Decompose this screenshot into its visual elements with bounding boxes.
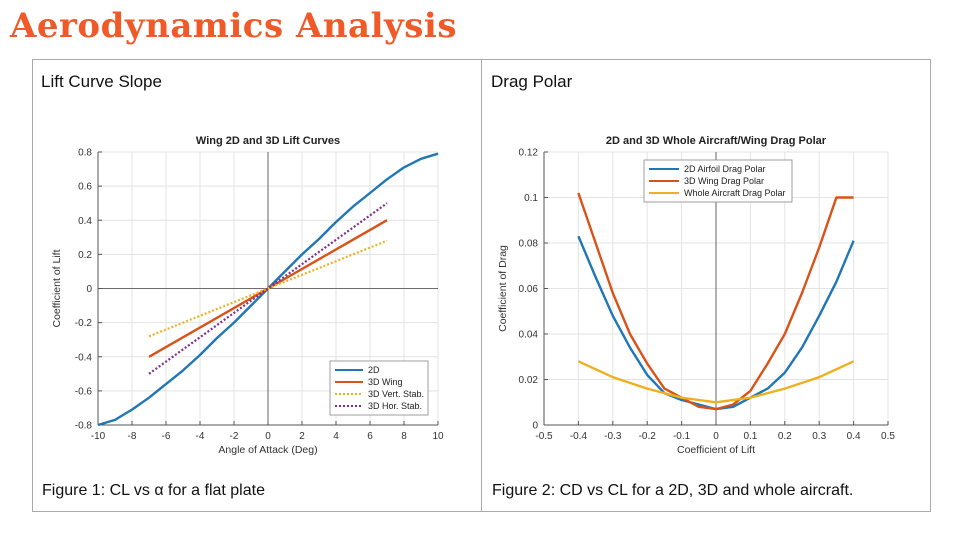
series-line-1	[577, 192, 854, 411]
y-tick-label: 0.2	[78, 250, 92, 261]
series-line-2	[577, 360, 855, 404]
x-tick-label: -2	[230, 431, 239, 442]
legend-label-1: 3D Wing Drag Polar	[684, 176, 764, 186]
panel-divider	[481, 59, 482, 512]
series-line-2	[148, 239, 388, 338]
drag-polar-chart: -0.5 -0.4 -0.3 -0.2 -0.1 0 0.1 0.2 0.3 0.4 0.5 0 0.0…	[497, 135, 895, 456]
lift-curve-heading: Lift Curve Slope	[41, 72, 162, 91]
legend-label-0: 2D	[368, 365, 380, 375]
x-axis-label: Coefficient of Lift	[677, 444, 755, 456]
y-tick-label: -0.6	[75, 386, 93, 397]
lift-curve-chart: -10 -8 -6 -4 -2 0 2 4 6 8 10 -0.8 -0.6 -0.4 -0.2 0 0.2 0.…	[51, 135, 444, 456]
y-tick-label: 0.04	[519, 330, 539, 341]
x-axis-label: Angle of Attack (Deg)	[218, 444, 317, 456]
x-tick-label: -0.3	[604, 431, 622, 442]
x-tick-label: 0	[713, 431, 719, 442]
y-axis-label: Coefficient of Drag	[497, 245, 509, 332]
x-tick-label: -0.5	[535, 431, 553, 442]
y-tick-label: 0.08	[519, 239, 539, 250]
y-tick-label: 0.06	[519, 284, 539, 295]
y-tick-label: 0	[532, 421, 538, 432]
y-tick-label: 0.6	[78, 182, 92, 193]
legend-label-1: 3D Wing	[368, 377, 403, 387]
x-tick-label: -0.4	[570, 431, 588, 442]
y-tick-label: 0.02	[519, 375, 539, 386]
y-tick-label: 0.12	[519, 148, 539, 159]
x-tick-label: -0.1	[673, 431, 691, 442]
x-tick-label: 0.2	[778, 431, 792, 442]
y-tick-label: 0.4	[78, 216, 92, 227]
x-tick-label: -4	[196, 431, 205, 442]
y-tick-label: -0.2	[75, 318, 93, 329]
y-tick-label: 0	[86, 284, 92, 295]
x-tick-label: 6	[367, 431, 373, 442]
x-tick-label: 0.5	[881, 431, 895, 442]
y-tick-label: 0.8	[78, 148, 92, 159]
slide-title: Aerodynamics Analysis	[10, 6, 457, 46]
y-axis-label: Coefficient of Lift	[51, 249, 63, 327]
x-tick-label: 0	[265, 431, 271, 442]
drag-polar-heading: Drag Polar	[491, 72, 573, 91]
x-tick-label: -6	[162, 431, 171, 442]
x-tick-label: -0.2	[639, 431, 657, 442]
x-tick-label: 10	[432, 431, 444, 442]
x-tick-label: 2	[299, 431, 305, 442]
x-tick-label: 0.4	[847, 431, 861, 442]
chart-title: 2D and 3D Whole Aircraft/Wing Drag Polar	[606, 135, 827, 147]
x-tick-label: 4	[333, 431, 339, 442]
legend-label-0: 2D Airfoil Drag Polar	[684, 164, 766, 174]
y-tick-label: 0.1	[524, 193, 538, 204]
x-tick-label: 0.3	[812, 431, 826, 442]
chart-title: Wing 2D and 3D Lift Curves	[196, 135, 340, 147]
series-line-3	[148, 202, 388, 375]
figure-2-caption: Figure 2: CD vs CL for a 2D, 3D and whol…	[492, 482, 854, 499]
x-tick-label: 8	[401, 431, 407, 442]
legend-label-3: 3D Hor. Stab.	[368, 401, 422, 411]
x-tick-label: -8	[128, 431, 137, 442]
y-tick-label: -0.8	[75, 421, 93, 432]
y-tick-label: -0.4	[75, 352, 93, 363]
figure-1-caption: Figure 1: CL vs α for a flat plate	[42, 482, 265, 499]
x-tick-label: -10	[91, 431, 106, 442]
legend-label-2: 3D Vert. Stab.	[368, 389, 424, 399]
x-tick-label: 0.1	[743, 431, 757, 442]
legend-label-2: Whole Aircraft Drag Polar	[684, 188, 786, 198]
